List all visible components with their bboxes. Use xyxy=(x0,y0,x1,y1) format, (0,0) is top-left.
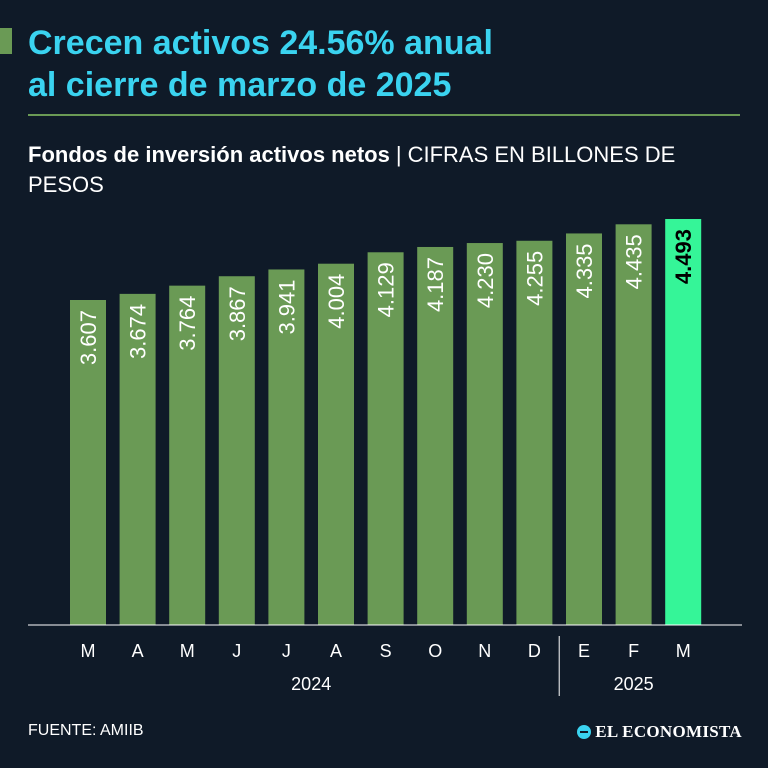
bar-value-label-7: 4.187 xyxy=(423,257,448,312)
bar-9 xyxy=(516,240,553,625)
x-tick-label-2: M xyxy=(180,641,195,661)
bar-12 xyxy=(665,219,702,625)
x-tick-label-6: S xyxy=(380,641,392,661)
subtitle-units: CIFRAS EN BILLONES DE PESOS xyxy=(28,142,676,197)
x-tick-label-7: O xyxy=(428,641,442,661)
bar-2 xyxy=(169,285,206,625)
year-group-labels: 2024 2025 xyxy=(291,636,654,696)
bar-value-label-3: 3.867 xyxy=(225,286,250,341)
bar-4 xyxy=(268,269,305,625)
x-tick-label-0: M xyxy=(81,641,96,661)
subtitle-main: Fondos de inversión activos netos xyxy=(28,142,390,167)
x-tick-label-8: N xyxy=(478,641,491,661)
bar-5 xyxy=(318,263,354,625)
x-tick-label-10: E xyxy=(578,641,590,661)
bar-11 xyxy=(615,224,652,625)
bar-3 xyxy=(218,276,255,625)
brand-icon xyxy=(577,725,592,739)
x-tick-label-3: J xyxy=(232,641,241,661)
x-tick-label-12: M xyxy=(676,641,691,661)
x-tick-label-4: J xyxy=(282,641,291,661)
bar-value-label-10: 4.335 xyxy=(572,243,597,298)
title-accent-bar xyxy=(0,28,12,54)
bar-value-label-9: 4.255 xyxy=(522,251,547,306)
chart-title: Crecen activos 24.56% anual al cierre de… xyxy=(28,22,748,106)
year-label-2024: 2024 xyxy=(291,674,331,694)
bar-1 xyxy=(119,293,156,625)
bar-7 xyxy=(417,246,454,626)
x-tick-label-1: A xyxy=(132,641,144,661)
brand-name: EL ECONOMISTA xyxy=(595,722,742,741)
source-note: FUENTE: AMIIB xyxy=(28,722,144,739)
bar-value-label-5: 4.004 xyxy=(324,274,349,329)
title-line-1: Crecen activos 24.56% anual xyxy=(28,24,493,62)
bar-0 xyxy=(70,300,106,625)
bar-value-label-8: 4.230 xyxy=(473,253,498,308)
bar-value-label-1: 3.674 xyxy=(126,304,151,359)
title-divider xyxy=(28,114,740,116)
bar-value-label-6: 4.129 xyxy=(374,262,399,317)
bar-value-label-4: 3.941 xyxy=(274,279,299,334)
x-tick-label-9: D xyxy=(528,641,541,661)
bar-6 xyxy=(367,252,404,625)
bar-10 xyxy=(566,233,602,625)
brand-logo: EL ECONOMISTA xyxy=(577,722,742,742)
subtitle-separator: | xyxy=(395,142,402,167)
year-label-2025: 2025 xyxy=(614,674,654,694)
x-tick-label-11: F xyxy=(628,641,639,661)
title-line-2: al cierre de marzo de 2025 xyxy=(28,66,452,104)
bar-value-label-12: 4.493 xyxy=(671,229,696,284)
chart-subtitle: Fondos de inversión activos netos | CIFRAS… xyxy=(28,140,748,200)
bar-8 xyxy=(466,243,503,626)
bar-value-label-2: 3.764 xyxy=(175,296,200,351)
bar-value-label-0: 3.607 xyxy=(76,310,101,365)
x-tick-label-5: A xyxy=(330,641,342,661)
bar-value-label-11: 4.435 xyxy=(622,234,647,289)
bars-layer: 3.607 3.674 3.764 3.867 3.941 4.004 4.129 4.187… xyxy=(70,219,702,626)
